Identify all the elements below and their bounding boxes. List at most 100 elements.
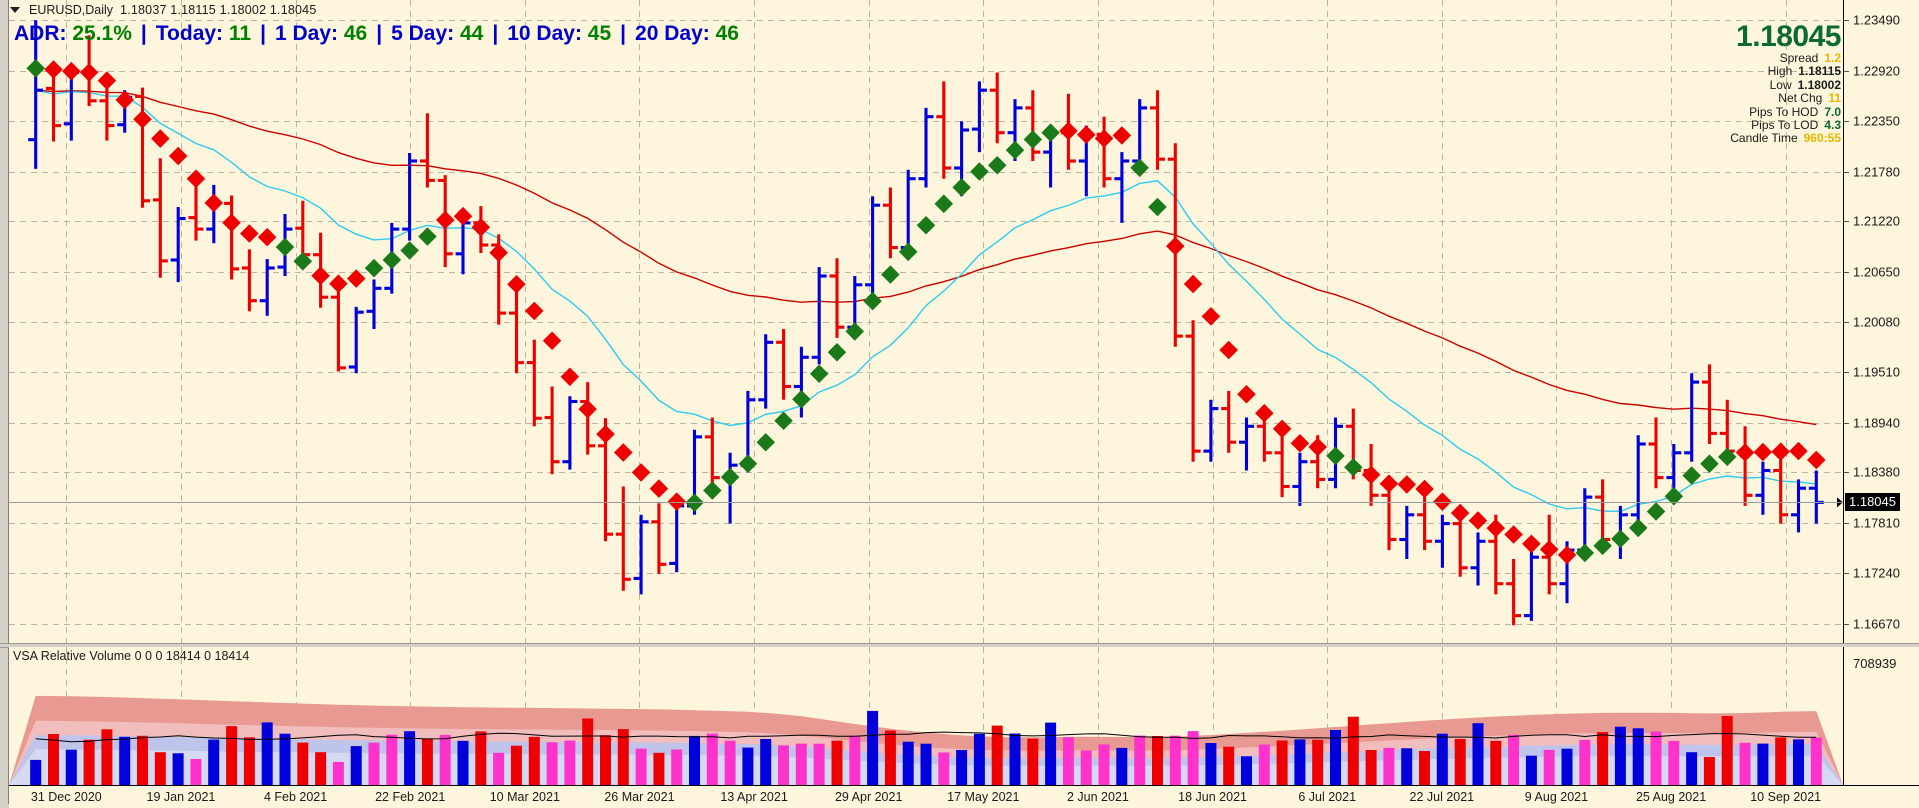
price-axis-label: 1.20080 <box>1853 314 1900 330</box>
price-axis-tick <box>1844 522 1849 524</box>
info-row-value: 960:55 <box>1803 131 1841 146</box>
adr-item-label: Today: <box>155 22 229 45</box>
time-axis[interactable]: 31 Dec 2020 19 Jan 2021 4 Feb 2021 22 Feb 2… <box>9 785 1919 808</box>
price-axis-label: 1.17810 <box>1853 515 1900 531</box>
time-axis-label: 19 Jan 2021 <box>146 790 216 804</box>
adr-item-value: 46 <box>343 22 368 45</box>
adr-item-label: ADR: <box>14 22 73 45</box>
info-row-value: 1.2 <box>1824 51 1841 65</box>
info-row-value: 1.18002 <box>1797 77 1841 92</box>
current-bid-price: 1.18045 <box>1736 20 1841 53</box>
info-rows-container: Spread 1.2 High 1.18115 Low 1.18002 Net Chg 11 P… <box>1730 51 1841 146</box>
adr-item-label: 10 Day: <box>507 22 588 45</box>
info-row-value: 1.18115 <box>1798 64 1841 79</box>
price-axis-label: 1.22350 <box>1853 113 1900 129</box>
adr-item-value: 25.1% <box>72 22 132 45</box>
ohlc-values-label: 1.18037 1.18115 1.18002 1.18045 <box>120 3 317 17</box>
volume-max-label: 708939 <box>1853 656 1897 671</box>
adr-item-label: 1 Day: <box>274 22 344 45</box>
price-axis-label: 1.22920 <box>1853 63 1900 79</box>
price-axis-tick <box>1844 70 1849 72</box>
price-axis-label: 1.20650 <box>1853 264 1900 280</box>
adr-item-value: 44 <box>459 22 484 45</box>
time-axis-label: 4 Feb 2021 <box>263 790 328 804</box>
adr-separator: | <box>492 22 499 45</box>
symbol-period-label: EURUSD,Daily <box>29 3 114 17</box>
info-row-key: Pips To LOD <box>1751 118 1819 133</box>
price-axis-tick <box>1844 321 1849 323</box>
price-axis[interactable]: 1.23490 1.22920 1.22350 1.21780 1.21220 1.206… <box>1843 0 1919 643</box>
adr-item-label: 20 Day: <box>635 22 716 45</box>
price-axis-tick <box>1844 171 1849 173</box>
adr-item-value: 45 <box>587 22 612 45</box>
triangle-down-icon[interactable] <box>10 7 20 13</box>
info-row-key: Candle Time <box>1730 131 1798 146</box>
info-row-value: 7.0 <box>1824 104 1841 119</box>
info-row: Net Chg 11 <box>1730 92 1841 105</box>
price-axis-label: 1.16670 <box>1853 616 1900 632</box>
info-row-key: Low <box>1769 77 1792 92</box>
price-axis-tick <box>1844 573 1849 575</box>
info-row-key: High <box>1767 64 1793 79</box>
time-axis-label: 18 Jun 2021 <box>1178 790 1247 804</box>
adr-separator: | <box>260 22 266 45</box>
price-axis-label: 1.18380 <box>1853 464 1900 480</box>
time-axis-label: 22 Feb 2021 <box>375 790 446 804</box>
time-axis-label: 29 Apr 2021 <box>834 790 903 804</box>
time-axis-label: 13 Apr 2021 <box>720 790 788 804</box>
price-axis-label: 1.23490 <box>1853 12 1900 28</box>
current-price-line <box>9 501 1843 503</box>
info-row-key: Spread <box>1779 51 1819 65</box>
time-axis-label: 9 Aug 2021 <box>1524 790 1589 804</box>
price-axis-label: 1.21780 <box>1853 164 1900 180</box>
info-row: High 1.18115 <box>1730 65 1841 78</box>
price-axis-tick <box>1844 121 1849 123</box>
price-axis-tick <box>1844 221 1849 223</box>
volume-axis[interactable]: 708939 <box>1843 647 1919 785</box>
info-row: Candle Time 960:55 <box>1730 132 1841 145</box>
adr-separator: | <box>620 22 627 45</box>
info-row: Pips To LOD 4.3 <box>1730 118 1841 133</box>
time-axis-label: 10 Sep 2021 <box>1750 790 1822 804</box>
adr-item-value: 11 <box>228 22 252 45</box>
price-axis-label: 1.21220 <box>1853 213 1900 229</box>
time-axis-label: 31 Dec 2020 <box>30 790 102 804</box>
info-row: Pips To HOD 7.0 <box>1730 104 1841 119</box>
vsa-indicator-title: VSA Relative Volume 0 0 0 18414 0 18414 <box>13 649 250 663</box>
time-axis-label: 22 Jul 2021 <box>1409 790 1475 804</box>
price-chart-pane[interactable] <box>9 0 1843 643</box>
vsa-volume-pane[interactable] <box>9 647 1843 785</box>
time-axis-label: 26 Mar 2021 <box>604 790 675 804</box>
adr-item-label: 5 Day: <box>391 22 460 45</box>
price-axis-label: 1.18940 <box>1853 415 1900 431</box>
adr-indicator-panel: ADR: 25.1% | Today: 11 | 1 Day: 46 | 5 Day: 44… <box>14 22 739 46</box>
adr-separator: | <box>140 22 147 45</box>
price-axis-tick <box>1844 422 1849 424</box>
current-price-axis-label: 1.18045 <box>1845 492 1900 511</box>
price-axis-tick <box>1844 372 1849 374</box>
adr-item-value: 46 <box>715 22 739 45</box>
market-info-panel: 1.18045 Spread 1.2 High 1.18115 Low 1.18002 Ne… <box>1730 22 1841 146</box>
price-axis-tick <box>1844 20 1849 22</box>
window-left-border <box>0 0 9 808</box>
chart-symbol-header: EURUSD,Daily 1.18037 1.18115 1.18002 1.1… <box>10 2 316 18</box>
price-axis-tick <box>1844 472 1849 474</box>
time-axis-label: 25 Aug 2021 <box>1635 790 1707 804</box>
price-axis-label: 1.19510 <box>1853 364 1900 380</box>
vsa-volume-canvas <box>9 647 1843 785</box>
info-row: Spread 1.2 <box>1730 51 1841 65</box>
time-axis-label: 2 Jun 2021 <box>1067 790 1129 804</box>
adr-separator: | <box>376 22 383 45</box>
price-axis-tick <box>1844 271 1849 273</box>
time-axis-label: 17 May 2021 <box>947 790 1020 804</box>
time-axis-label: 6 Jul 2021 <box>1298 790 1357 804</box>
price-chart-canvas <box>9 0 1843 643</box>
info-row-key: Net Chg <box>1778 91 1823 106</box>
price-axis-label: 1.17240 <box>1853 565 1900 581</box>
info-row: Low 1.18002 <box>1730 77 1841 92</box>
info-row-key: Pips To HOD <box>1749 104 1819 119</box>
info-row-value: 11 <box>1828 91 1841 106</box>
info-row-value: 4.3 <box>1824 118 1841 133</box>
price-axis-tick <box>1844 623 1849 625</box>
